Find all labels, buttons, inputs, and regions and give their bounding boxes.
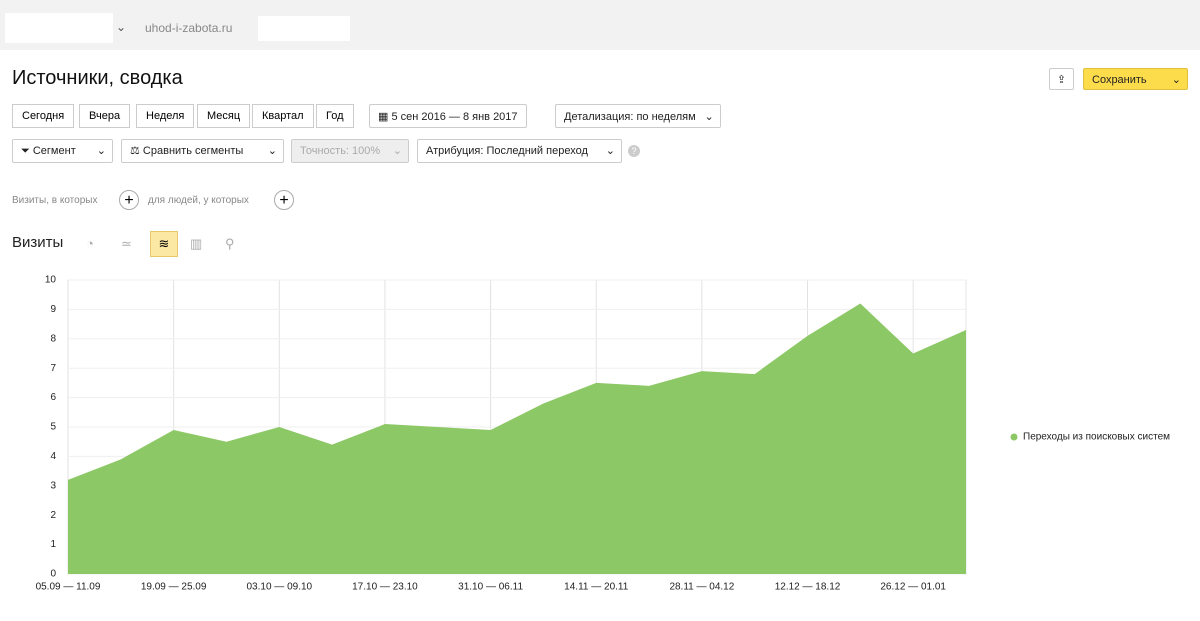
save-button[interactable]: Сохранить ⌄ [1083,68,1188,90]
pie-view[interactable]: ◔ [86,236,94,251]
x-tick-label: 12.12 — 18.12 [775,582,841,593]
period-button[interactable]: Вчера [79,104,131,128]
y-tick-label: 1 [50,539,56,550]
dropdown-arrow: ⌄ [605,145,615,157]
y-tick-label: 3 [50,480,56,491]
filter-button: Точность: 100% ⌄ [291,139,409,163]
period-button[interactable]: Год [316,104,354,128]
blank-field [258,16,350,41]
y-tick-label: 9 [50,304,56,315]
metric-label: Визиты [12,234,64,251]
period-button[interactable]: Неделя [136,104,195,128]
dropdown-arrow[interactable]: ⌄ [116,20,127,34]
x-tick-label: 31.10 — 06.11 [458,582,523,593]
y-tick-label: 7 [50,363,56,374]
filter-label: Сравнить сегменты [142,145,244,157]
save-arrow: ⌄ [1171,74,1181,86]
detail-arrow: ⌄ [704,111,714,123]
x-tick-label: 19.09 — 25.09 [141,582,207,593]
x-tick-label: 28.11 — 04.12 [669,582,734,593]
filter-label: Сегмент [32,145,76,157]
filter-button[interactable]: ⚖ Сравнить сегменты ⌄ [121,139,284,163]
filter-label: Атрибуция: Последний переход [426,145,588,157]
site-name: uhod-i-zabota.ru [145,21,233,35]
date-range-text: 5 сен 2016 — 8 янв 2017 [391,111,518,123]
x-tick-label: 05.09 — 11.09 [36,582,101,593]
condition-people: для людей, у которых [148,195,249,206]
save-label: Сохранить [1092,74,1147,86]
line-view[interactable]: ≃ [121,236,132,251]
date-range[interactable]: ▦ 5 сен 2016 — 8 янв 2017 [369,104,527,128]
detail-select[interactable]: Детализация: по неделям ⌄ [555,104,721,128]
area [68,303,966,574]
legend-label: Переходы из поисковых систем [1023,432,1170,443]
chart: 0 1 2 3 4 5 6 7 8 9 10 05.09 — 11.09 19.09 — 25.09 03… [36,275,1171,593]
area-view[interactable]: ≋ [150,231,178,257]
condition-visits: Визиты, в которых [12,195,98,206]
y-tick-label: 0 [50,569,56,580]
y-tick-label: 5 [50,422,56,433]
period-button[interactable]: Сегодня [12,104,75,128]
legend-marker [1010,433,1018,441]
filter-button[interactable]: Атрибуция: Последний переход ⌄ [417,139,622,163]
export-button[interactable]: ⇪ [1049,68,1074,90]
period-button[interactable]: Квартал [252,104,314,128]
y-tick-label: 4 [50,451,56,462]
add-condition[interactable]: + [274,190,294,210]
filter-label: Точность: 100% [300,145,381,157]
y-tick-label: 8 [50,333,56,344]
add-condition[interactable]: + [119,190,139,210]
x-tick-label: 14.11 — 20.11 [564,582,629,593]
dropdown-arrow: ⌄ [96,145,106,157]
map-view[interactable]: ⚲ [225,236,235,251]
dropdown-arrow: ⌄ [267,145,277,157]
detail-text: Детализация: по неделям [564,111,696,123]
help-icon[interactable]: ? [628,145,640,157]
calendar-icon: ▦ [378,111,392,123]
top-bar: ⌄ uhod-i-zabota.ru [0,0,1200,50]
y-tick-label: 10 [45,275,57,286]
y-tick-label: 2 [50,510,56,521]
x-tick-label: 26.12 — 01.01 [880,582,946,593]
bar-view[interactable]: ▥ [190,236,203,251]
x-tick-label: 03.10 — 09.10 [246,582,312,593]
filter-button[interactable]: ⏷ Сегмент ⌄ [12,139,113,163]
y-tick-label: 6 [50,392,56,403]
report-title: Источники, сводка [12,67,183,89]
counter-select[interactable] [5,13,113,43]
x-tick-label: 17.10 — 23.10 [352,582,418,593]
period-button[interactable]: Месяц [197,104,251,128]
dropdown-arrow: ⌄ [392,145,402,157]
